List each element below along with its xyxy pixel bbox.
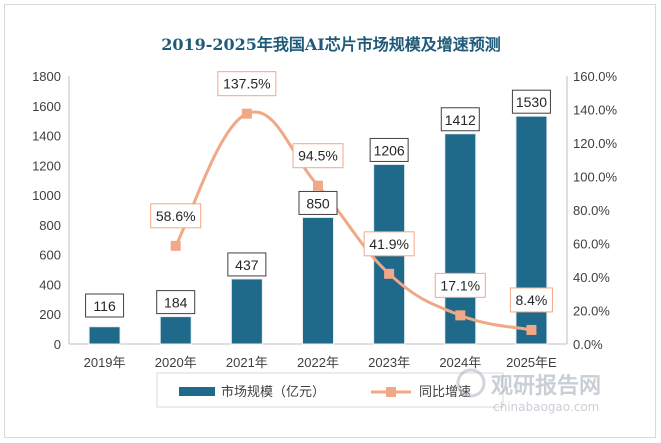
growth-point <box>313 180 323 191</box>
bar-value-label-box <box>85 293 125 318</box>
growth-label: 94.5% <box>298 148 338 164</box>
bar-value-label-box <box>156 290 196 315</box>
chart-frame: 2019-2025年我国AI芯片市场规模及增速预测 0 200 400 600 800 1… <box>4 4 656 438</box>
y-right-tick-label: 0.0% <box>573 337 603 352</box>
bar <box>88 326 121 345</box>
y-left-tick-label: 1200 <box>32 158 61 173</box>
watermark-url: chinabaogao.com <box>493 400 599 414</box>
y-left-tick-label: 200 <box>39 307 61 322</box>
data-labels: 116 184 437 850 1206 1412 1530 58.6% 137.5% 94.5%… <box>85 71 553 318</box>
legend-bar-label: 市场规模（亿元） <box>221 384 325 399</box>
y-left-tick-label: 1800 <box>32 69 61 84</box>
growth-label-box <box>150 203 202 229</box>
growth-label: 58.6% <box>156 208 196 224</box>
legend: 市场规模（亿元） 同比增速 <box>156 372 504 408</box>
y-right-tick-label: 140.0% <box>573 103 618 118</box>
bar-value-label: 1530 <box>516 94 547 110</box>
bar-value-label-box <box>511 89 551 114</box>
growth-label-box <box>217 71 277 97</box>
watermark: 观研报告网 chinabaogao.com <box>456 368 601 414</box>
bar-value-label: 1412 <box>445 112 476 128</box>
chart-title: 2019-2025年我国AI芯片市场规模及增速预测 <box>161 35 501 54</box>
x-tick-label: 2025年E <box>506 355 557 370</box>
bar <box>159 316 192 345</box>
growth-point <box>170 240 181 251</box>
growth-label-box <box>509 287 553 313</box>
growth-point <box>455 310 466 321</box>
growth-label: 8.4% <box>515 292 547 308</box>
bar-value-label: 437 <box>235 257 259 273</box>
y-right-tick-label: 80.0% <box>573 203 610 218</box>
y-left-tick-label: 600 <box>39 248 61 263</box>
x-tick-label: 2022年 <box>297 355 339 370</box>
chart-svg: 2019-2025年我国AI芯片市场规模及增速预测 0 200 400 600 800 1… <box>32 35 617 414</box>
bar-value-label-box <box>298 190 338 215</box>
bar-value-label: 850 <box>306 195 330 211</box>
growth-label-box <box>292 143 344 169</box>
watermark-brand: 观研报告网 <box>491 374 601 399</box>
growth-point <box>241 108 252 119</box>
bar-value-label-box <box>369 137 409 162</box>
growth-point <box>526 324 537 335</box>
growth-label-box <box>363 231 415 257</box>
bar-value-label: 1206 <box>374 142 405 158</box>
growth-label-box <box>434 272 486 298</box>
y-right-tick-label: 160.0% <box>573 69 618 84</box>
x-tick-label: 2024年 <box>439 355 481 370</box>
y-left-tick-label: 1000 <box>32 188 61 203</box>
x-tick-label: 2021年 <box>226 355 268 370</box>
y-left-tick-label: 800 <box>39 218 61 233</box>
growth-line <box>170 108 537 335</box>
growth-label: 41.9% <box>369 236 409 252</box>
axes: 0 200 400 600 800 1000 1200 1400 1600 1800 0.0% 20.… <box>32 69 617 370</box>
y-left-tick-label: 400 <box>39 277 61 292</box>
growth-label: 137.5% <box>223 76 270 92</box>
legend-bar-swatch <box>179 387 215 396</box>
bar-value-label: 184 <box>164 295 188 311</box>
y-right-tick-label: 120.0% <box>573 136 618 151</box>
legend-line-label: 同比增速 <box>419 384 471 399</box>
watermark-logo-icon <box>456 368 486 398</box>
bar-value-label: 116 <box>93 298 116 314</box>
y-right-tick-label: 100.0% <box>573 170 618 185</box>
y-right-tick-label: 20.0% <box>573 304 610 319</box>
growth-point <box>384 268 395 279</box>
bar <box>230 278 263 345</box>
x-tick-label: 2019年 <box>84 355 126 370</box>
legend-line-marker <box>386 387 396 397</box>
x-tick-label: 2023年 <box>368 355 410 370</box>
y-left-tick-label: 1600 <box>32 99 61 114</box>
y-left-tick-label: 1400 <box>32 129 61 144</box>
x-tick-label: 2020年 <box>155 355 197 370</box>
bar <box>302 216 334 345</box>
y-right-tick-label: 40.0% <box>573 270 610 285</box>
bar <box>444 133 477 345</box>
y-right-tick-label: 60.0% <box>573 237 610 252</box>
growth-label: 17.1% <box>440 277 480 293</box>
bar-value-label-box <box>227 252 267 277</box>
bar-value-label-box <box>440 107 480 132</box>
y-left-tick-label: 0 <box>54 337 61 352</box>
